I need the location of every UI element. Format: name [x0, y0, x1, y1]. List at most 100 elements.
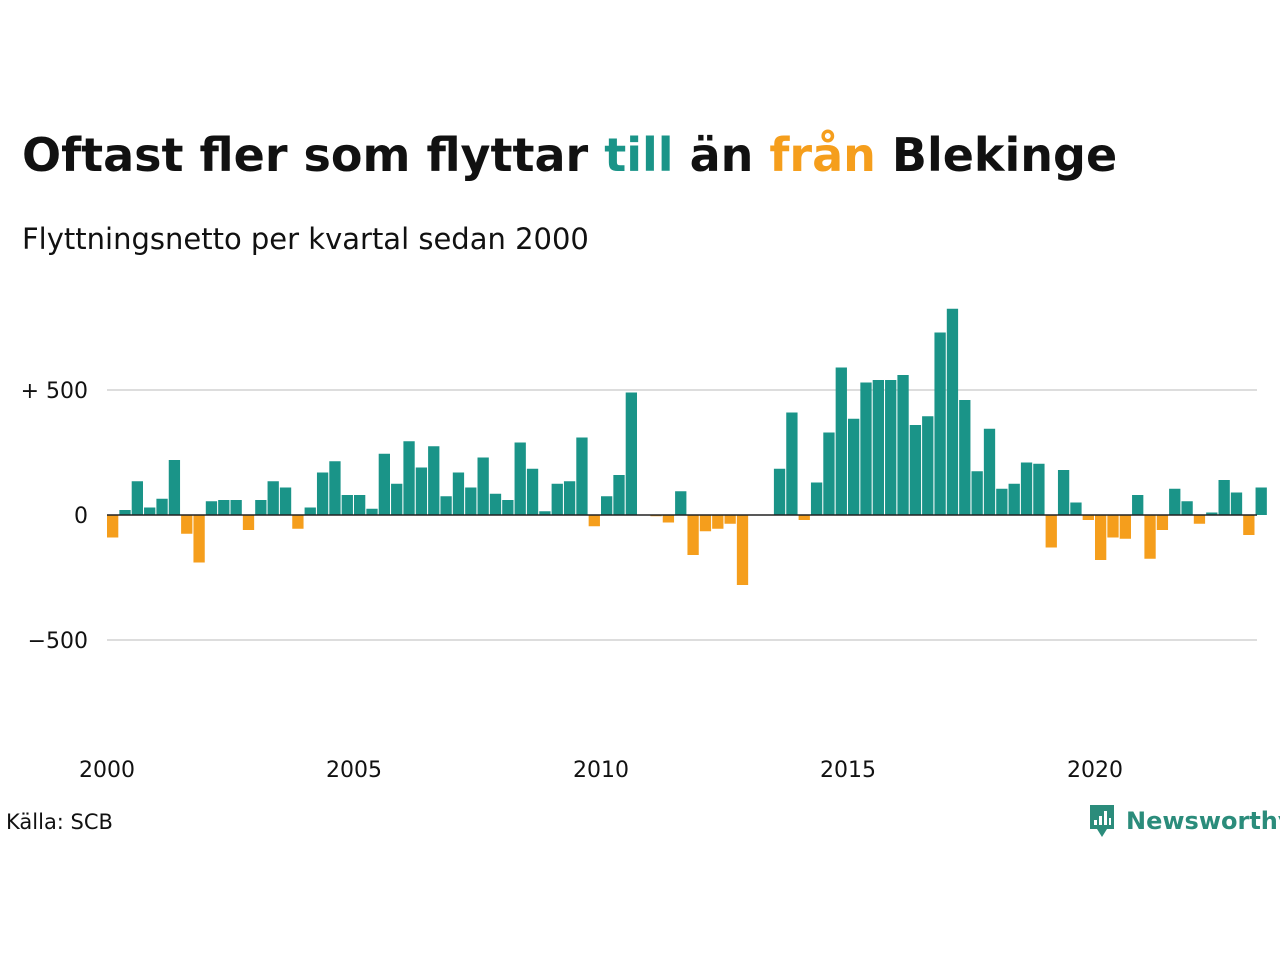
title-highlight-till: till — [604, 128, 674, 182]
bar — [391, 483, 403, 515]
y-tick-label: −500 — [28, 629, 88, 654]
bar — [131, 481, 143, 515]
bar — [687, 515, 699, 555]
bar — [316, 472, 329, 515]
bar — [539, 511, 551, 515]
bar — [786, 412, 798, 515]
bar — [613, 475, 625, 515]
x-tick-label: 2000 — [79, 758, 135, 783]
bar — [168, 460, 181, 515]
bar — [601, 496, 613, 515]
bar — [193, 515, 205, 563]
bar — [366, 508, 378, 515]
x-tick-label: 2010 — [573, 758, 629, 783]
bar — [1057, 470, 1070, 515]
bar — [996, 488, 1008, 515]
title-part-2: än — [673, 128, 770, 182]
bar — [452, 472, 465, 515]
bar — [922, 416, 934, 515]
bar — [156, 498, 168, 515]
bar — [1255, 487, 1267, 515]
bar — [341, 495, 353, 515]
bar — [625, 392, 637, 515]
bar — [502, 500, 514, 515]
y-tick-label: 0 — [74, 504, 88, 529]
bar — [897, 375, 909, 515]
bar — [279, 487, 292, 515]
bar — [526, 468, 539, 515]
x-tick-label: 2005 — [326, 758, 382, 783]
bar — [1132, 495, 1144, 515]
bar — [329, 461, 341, 515]
bar — [810, 482, 823, 515]
bar — [267, 481, 279, 515]
bar — [959, 400, 971, 515]
grid-layer — [107, 389, 1257, 641]
newsworthy-logo-icon — [1090, 805, 1114, 837]
bar — [983, 428, 996, 515]
bar — [1033, 463, 1045, 515]
bar — [835, 367, 847, 515]
bar — [551, 483, 563, 515]
bar — [1218, 480, 1230, 515]
bar — [563, 481, 576, 515]
bar — [230, 500, 242, 515]
bar — [403, 441, 415, 515]
y-tick-label: + 500 — [21, 379, 88, 404]
bar — [885, 380, 897, 515]
bar — [465, 487, 477, 515]
bar — [218, 500, 230, 515]
bar — [144, 507, 156, 515]
bar — [415, 467, 428, 515]
bar — [1181, 501, 1193, 515]
bar — [107, 515, 119, 538]
bar — [588, 515, 600, 527]
bar — [255, 500, 267, 515]
bar — [378, 453, 390, 515]
bar — [354, 495, 366, 515]
bar — [292, 515, 304, 529]
bar-layer — [107, 308, 1267, 585]
bar — [1020, 462, 1033, 515]
bar — [440, 496, 452, 515]
bar — [1206, 512, 1218, 515]
bar — [477, 457, 489, 515]
bar — [946, 308, 959, 515]
bar — [1070, 502, 1082, 515]
bar — [662, 515, 675, 523]
bar — [724, 515, 736, 524]
bar — [1193, 515, 1206, 524]
bar — [1045, 515, 1057, 548]
axis-layer: + 500 0 −500 2000 2005 2010 2015 2020 — [21, 379, 1257, 783]
brand-name: Newsworthy — [1126, 807, 1280, 835]
bar — [675, 491, 687, 515]
bar — [205, 501, 218, 515]
bar — [242, 515, 255, 530]
bar — [934, 332, 946, 515]
bar — [1008, 483, 1020, 515]
bar — [1230, 492, 1243, 515]
bar — [181, 515, 193, 534]
title-highlight-fran: från — [769, 128, 876, 182]
bar — [1156, 515, 1169, 530]
bar — [736, 515, 749, 585]
bar — [823, 432, 835, 515]
bar — [848, 418, 860, 515]
bar — [712, 515, 724, 529]
bar — [119, 510, 131, 515]
bar — [798, 515, 810, 520]
bar — [1169, 488, 1181, 515]
bar — [773, 468, 786, 515]
bar — [576, 437, 588, 515]
title-part-1: Oftast fler som flyttar — [22, 128, 605, 182]
chart-subtitle: Flyttningsnetto per kvartal sedan 2000 — [22, 222, 589, 256]
source-note: Källa: SCB — [6, 810, 113, 834]
bar — [1107, 515, 1119, 538]
bar — [971, 471, 983, 515]
bar — [909, 425, 922, 515]
chart-title: Oftast fler som flyttar till än från Ble… — [22, 128, 1117, 182]
bar — [872, 380, 884, 515]
bar — [860, 382, 872, 515]
bar — [1095, 515, 1107, 560]
bar — [514, 442, 526, 515]
